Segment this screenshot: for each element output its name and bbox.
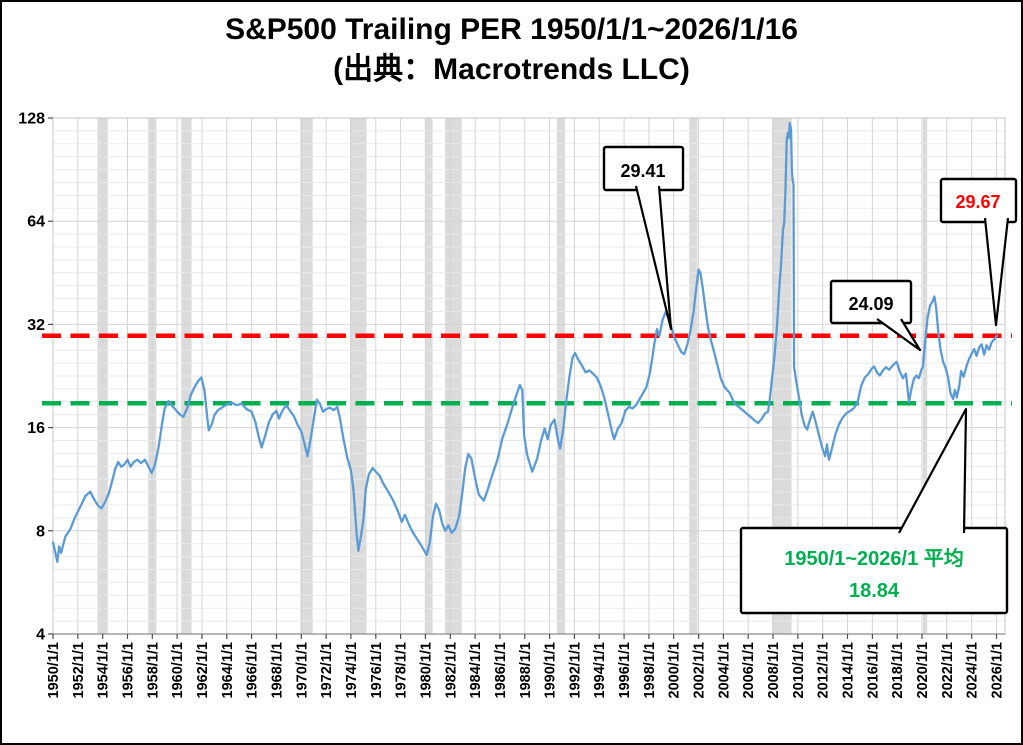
x-tick-label: 1972/1/1 bbox=[319, 642, 335, 698]
y-tick-label: 4 bbox=[36, 627, 45, 644]
chart-subtitle: (出典：Macrotrends LLC) bbox=[333, 53, 690, 86]
callout-29.67: 29.67 bbox=[939, 177, 1018, 327]
x-tick-label: 1950/1/1 bbox=[46, 642, 62, 698]
x-axis-labels: 1950/1/1 1952/1/1 1954/1/1 1956/1/1 1958/1/1… bbox=[46, 642, 1006, 698]
callout-value: 29.41 bbox=[620, 161, 665, 181]
y-tick-label: 64 bbox=[27, 214, 45, 231]
x-tick-label: 1978/1/1 bbox=[394, 642, 410, 698]
x-tick-label: 1992/1/1 bbox=[567, 642, 583, 698]
x-tick-label: 1986/1/1 bbox=[493, 642, 509, 698]
x-tick-label: 2016/1/1 bbox=[865, 642, 881, 698]
callout-pointer bbox=[634, 185, 673, 331]
callout-pointer bbox=[983, 217, 1010, 327]
x-tick-label: 2014/1/1 bbox=[841, 642, 857, 698]
y-tick-label: 16 bbox=[27, 420, 45, 437]
average-note-pointer bbox=[898, 407, 968, 534]
x-tick-label: 1974/1/1 bbox=[344, 642, 360, 698]
x-tick-label: 1962/1/1 bbox=[195, 642, 211, 698]
average-note-callout: 1950/1~2026/1 平均 18.84 bbox=[739, 407, 1009, 615]
x-tick-label: 1964/1/1 bbox=[220, 642, 236, 698]
x-tick-label: 2012/1/1 bbox=[816, 642, 832, 698]
average-note-box bbox=[739, 526, 1009, 615]
x-tick-label: 1984/1/1 bbox=[468, 642, 484, 698]
callout-pointer bbox=[876, 318, 922, 352]
x-tick-label: 1966/1/1 bbox=[245, 642, 261, 698]
x-tick-label: 1954/1/1 bbox=[96, 642, 112, 698]
x-tick-label: 1952/1/1 bbox=[71, 642, 87, 698]
x-tick-label: 2018/1/1 bbox=[890, 642, 906, 698]
chart-title: S&P500 Trailing PER 1950/1/1~2026/1/16 bbox=[225, 13, 798, 46]
x-tick-label: 2010/1/1 bbox=[791, 642, 807, 698]
callout-value: 29.67 bbox=[955, 192, 1000, 212]
average-note-line2: 18.84 bbox=[849, 580, 900, 602]
x-tick-label: 2002/1/1 bbox=[692, 642, 708, 698]
x-tick-label: 2008/1/1 bbox=[766, 642, 782, 698]
x-tick-label: 2024/1/1 bbox=[965, 642, 981, 698]
axis-ticks bbox=[48, 117, 998, 639]
x-tick-label: 1976/1/1 bbox=[369, 642, 385, 698]
callout-box bbox=[829, 279, 913, 325]
chart-title-block: S&P500 Trailing PER 1950/1/1~2026/1/16 (… bbox=[2, 10, 1021, 90]
x-tick-label: 1988/1/1 bbox=[518, 642, 534, 698]
y-axis-labels: 128 64 32 16 8 4 bbox=[18, 111, 45, 644]
y-tick-label: 32 bbox=[27, 317, 45, 334]
x-tick-label: 1996/1/1 bbox=[617, 642, 633, 698]
x-tick-label: 2004/1/1 bbox=[716, 642, 732, 698]
callout-29.41: 29.41 bbox=[602, 145, 685, 331]
average-note-line1: 1950/1~2026/1 平均 bbox=[784, 546, 964, 570]
y-tick-label: 8 bbox=[36, 523, 45, 540]
callout-box bbox=[939, 177, 1018, 224]
x-tick-label: 2000/1/1 bbox=[667, 642, 683, 698]
x-tick-label: 1970/1/1 bbox=[294, 642, 310, 698]
callout-value: 24.09 bbox=[848, 294, 893, 314]
x-tick-label: 1958/1/1 bbox=[145, 642, 161, 698]
x-tick-label: 2026/1/1 bbox=[990, 642, 1006, 698]
callout-24.09: 24.09 bbox=[829, 279, 922, 352]
per-series-line bbox=[51, 121, 999, 563]
x-tick-label: 1980/1/1 bbox=[418, 642, 434, 698]
x-tick-label: 1968/1/1 bbox=[270, 642, 286, 698]
x-tick-label: 1998/1/1 bbox=[642, 642, 658, 698]
x-tick-label: 1994/1/1 bbox=[592, 642, 608, 698]
x-tick-label: 2006/1/1 bbox=[741, 642, 757, 698]
x-tick-label: 2020/1/1 bbox=[915, 642, 931, 698]
y-tick-label: 128 bbox=[18, 111, 45, 128]
x-tick-label: 1982/1/1 bbox=[443, 642, 459, 698]
x-tick-label: 1956/1/1 bbox=[121, 642, 137, 698]
x-tick-label: 2022/1/1 bbox=[940, 642, 956, 698]
x-tick-label: 1990/1/1 bbox=[543, 642, 559, 698]
x-tick-label: 1960/1/1 bbox=[170, 642, 186, 698]
